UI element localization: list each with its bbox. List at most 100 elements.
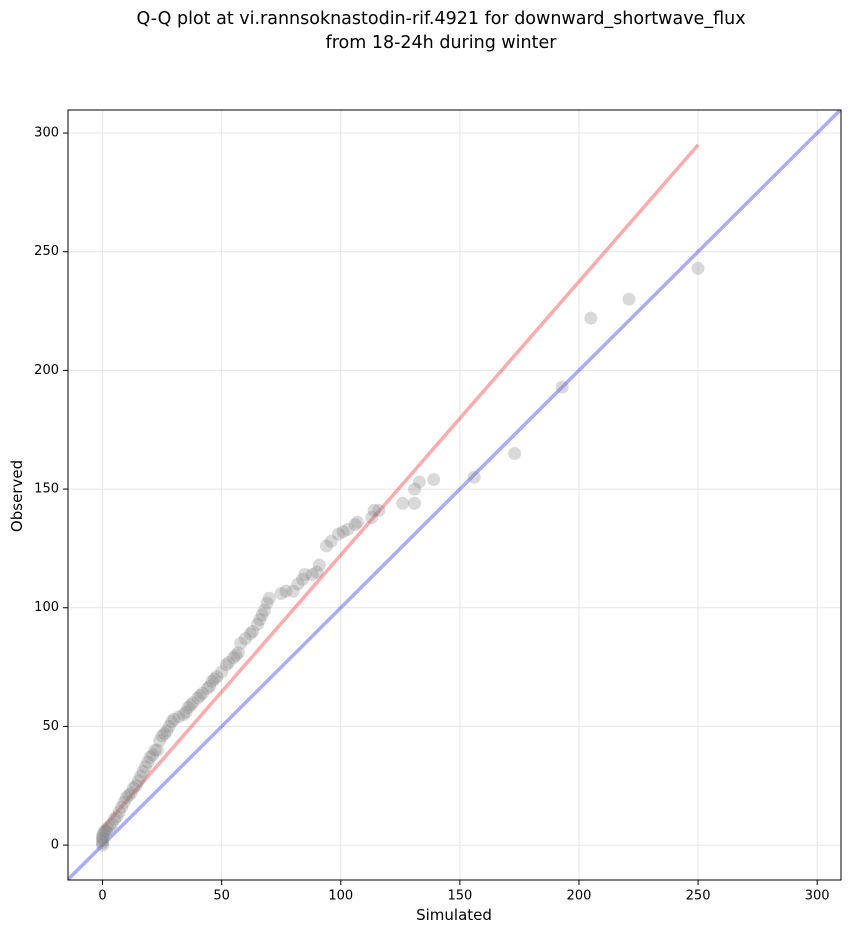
point — [227, 651, 241, 665]
point — [103, 819, 117, 833]
point — [127, 781, 141, 795]
point — [262, 591, 276, 605]
x-tick-label: 200 — [567, 889, 592, 904]
point — [584, 311, 598, 325]
point — [107, 812, 121, 826]
y-tick-label: 0 — [51, 838, 59, 853]
point — [115, 800, 129, 814]
point — [231, 646, 245, 660]
point — [105, 817, 119, 831]
point — [181, 700, 195, 714]
point — [96, 833, 110, 847]
x-tick-label: 150 — [447, 889, 472, 904]
point — [96, 836, 110, 850]
point — [291, 577, 305, 591]
point — [279, 584, 293, 598]
point — [260, 596, 274, 610]
point — [319, 539, 333, 553]
x-tick-label: 50 — [213, 889, 230, 904]
x-tick-label: 250 — [686, 889, 711, 904]
point — [162, 719, 176, 733]
point — [427, 473, 441, 487]
chart-title: Q-Q plot at vi.rannsoknastodin-rif.4921 … — [136, 9, 745, 29]
chart-title: from 18-24h during winter — [326, 33, 558, 53]
point — [153, 734, 167, 748]
y-tick-label: 200 — [34, 363, 59, 378]
point — [117, 795, 131, 809]
point — [184, 698, 198, 712]
x-tick-label: 100 — [328, 889, 353, 904]
point — [177, 708, 191, 722]
x-tick-label: 300 — [805, 889, 830, 904]
point — [396, 496, 410, 510]
point — [312, 558, 326, 572]
y-tick-label: 50 — [42, 719, 59, 734]
point — [305, 568, 319, 582]
point — [408, 482, 422, 496]
point — [310, 565, 324, 579]
point — [148, 743, 162, 757]
point — [112, 805, 126, 819]
reference-line — [68, 110, 841, 880]
point — [122, 788, 136, 802]
reference-line — [101, 143, 700, 830]
point — [96, 831, 110, 845]
point — [286, 584, 300, 598]
point — [172, 710, 186, 724]
y-tick-label: 300 — [34, 126, 59, 141]
point — [129, 779, 143, 793]
point — [215, 665, 229, 679]
point — [250, 617, 264, 631]
point — [255, 608, 269, 622]
point — [99, 824, 113, 838]
point — [412, 475, 426, 489]
point — [296, 572, 310, 586]
point — [341, 522, 355, 536]
point — [372, 503, 386, 517]
point — [157, 727, 171, 741]
point — [324, 534, 338, 548]
point — [155, 729, 169, 743]
point — [150, 743, 164, 757]
point — [100, 821, 114, 835]
point — [350, 515, 364, 529]
y-axis-label: Observed — [8, 460, 26, 532]
point — [229, 648, 243, 662]
point — [131, 774, 145, 788]
y-tick-label: 250 — [34, 244, 59, 259]
point — [119, 791, 133, 805]
point — [243, 627, 257, 641]
point — [179, 705, 193, 719]
plot-frame — [67, 109, 842, 881]
point — [253, 613, 267, 627]
point — [96, 838, 110, 852]
y-tick-label: 150 — [34, 482, 59, 497]
point — [136, 765, 150, 779]
point — [555, 380, 569, 394]
y-tick-label: 100 — [34, 600, 59, 615]
point — [205, 674, 219, 688]
x-tick-label: 0 — [98, 889, 106, 904]
point — [467, 470, 481, 484]
point — [200, 681, 214, 695]
point — [141, 755, 155, 769]
point — [258, 603, 272, 617]
point — [143, 750, 157, 764]
point — [191, 691, 205, 705]
point — [367, 503, 381, 517]
point — [208, 672, 222, 686]
point — [238, 632, 252, 646]
point — [193, 689, 207, 703]
point — [298, 568, 312, 582]
point — [234, 636, 248, 650]
point — [691, 261, 705, 275]
x-axis-label: Simulated — [416, 906, 492, 924]
point — [365, 511, 379, 525]
point — [348, 518, 362, 532]
point — [196, 686, 210, 700]
point — [222, 655, 236, 669]
point — [246, 624, 260, 638]
point — [165, 715, 179, 729]
point — [210, 670, 224, 684]
